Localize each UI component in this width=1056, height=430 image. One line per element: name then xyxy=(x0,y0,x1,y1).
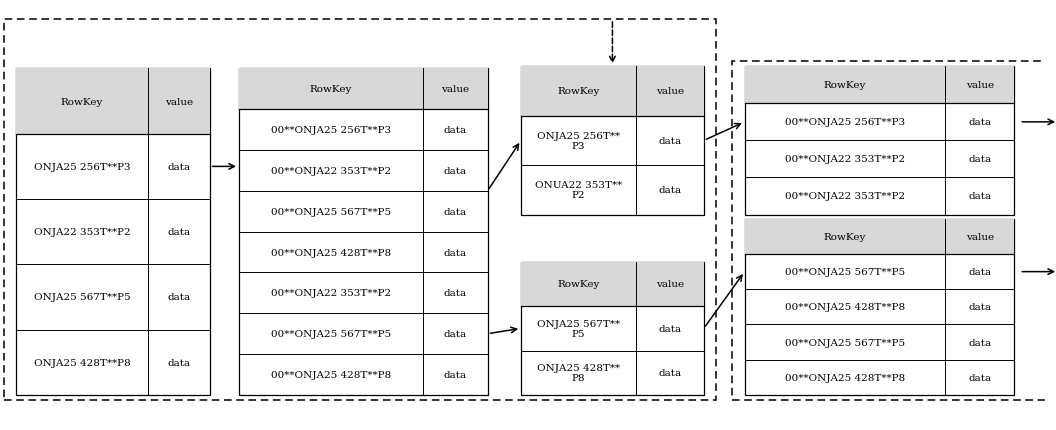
Text: value: value xyxy=(965,81,994,90)
Text: 00**ONJA25 256T**P3: 00**ONJA25 256T**P3 xyxy=(785,118,905,127)
Text: data: data xyxy=(659,137,681,145)
Text: data: data xyxy=(968,192,992,201)
Text: 00**ONJA25 428T**P8: 00**ONJA25 428T**P8 xyxy=(785,303,905,312)
Bar xyxy=(732,62,1053,400)
Text: 00**ONJA22 353T**P2: 00**ONJA22 353T**P2 xyxy=(270,289,391,298)
Text: 00**ONJA25 567T**P5: 00**ONJA25 567T**P5 xyxy=(270,207,391,216)
Text: data: data xyxy=(968,155,992,164)
Text: data: data xyxy=(968,267,992,276)
Text: 00**ONJA25 428T**P8: 00**ONJA25 428T**P8 xyxy=(270,248,391,257)
Text: RowKey: RowKey xyxy=(824,232,866,241)
Text: 00**ONJA22 353T**P2: 00**ONJA22 353T**P2 xyxy=(785,155,905,164)
Bar xyxy=(521,262,704,395)
Text: data: data xyxy=(444,207,467,216)
Text: 00**ONJA25 567T**P5: 00**ONJA25 567T**P5 xyxy=(270,329,391,338)
Text: value: value xyxy=(965,232,994,241)
Text: data: data xyxy=(167,358,190,367)
Bar xyxy=(4,20,716,400)
Text: data: data xyxy=(968,373,992,382)
Text: ONJA25 428T**P8: ONJA25 428T**P8 xyxy=(34,358,130,367)
Text: ONJA25 256T**
P3: ONJA25 256T** P3 xyxy=(538,132,620,151)
Text: 00**ONJA22 353T**P2: 00**ONJA22 353T**P2 xyxy=(270,166,391,175)
Text: value: value xyxy=(656,87,684,96)
Text: ONUA22 353T**
P2: ONUA22 353T** P2 xyxy=(535,181,622,200)
Text: data: data xyxy=(444,329,467,338)
Text: data: data xyxy=(659,369,681,378)
Bar xyxy=(16,69,210,395)
Bar xyxy=(744,67,1014,104)
Text: data: data xyxy=(968,338,992,347)
Text: data: data xyxy=(444,370,467,379)
Text: 00**ONJA22 353T**P2: 00**ONJA22 353T**P2 xyxy=(785,192,905,201)
Text: ONJA25 428T**
P8: ONJA25 428T** P8 xyxy=(538,363,620,383)
Bar xyxy=(744,67,1014,215)
Text: data: data xyxy=(444,166,467,175)
Text: data: data xyxy=(659,324,681,333)
Bar xyxy=(239,69,488,395)
Text: ONJA25 567T**P5: ONJA25 567T**P5 xyxy=(34,293,130,302)
Text: value: value xyxy=(656,280,684,289)
Text: data: data xyxy=(659,186,681,195)
Text: ONJA22 353T**P2: ONJA22 353T**P2 xyxy=(34,227,130,236)
Text: data: data xyxy=(444,126,467,135)
Text: RowKey: RowKey xyxy=(558,87,600,96)
Text: 00**ONJA25 428T**P8: 00**ONJA25 428T**P8 xyxy=(270,370,391,379)
Bar xyxy=(744,219,1014,395)
Text: RowKey: RowKey xyxy=(309,85,352,94)
Text: ONJA25 256T**P3: ONJA25 256T**P3 xyxy=(34,163,130,172)
Bar xyxy=(16,69,210,135)
Text: 00**ONJA25 567T**P5: 00**ONJA25 567T**P5 xyxy=(785,267,905,276)
Text: data: data xyxy=(968,303,992,312)
Text: data: data xyxy=(167,227,190,236)
Text: 00**ONJA25 567T**P5: 00**ONJA25 567T**P5 xyxy=(785,338,905,347)
Bar xyxy=(744,219,1014,255)
Text: value: value xyxy=(165,97,193,106)
Bar xyxy=(239,69,488,110)
Bar xyxy=(521,262,704,307)
Bar xyxy=(521,67,704,117)
Text: data: data xyxy=(444,248,467,257)
Text: data: data xyxy=(444,289,467,298)
Text: 00**ONJA25 428T**P8: 00**ONJA25 428T**P8 xyxy=(785,373,905,382)
Text: data: data xyxy=(167,163,190,172)
Text: data: data xyxy=(968,118,992,127)
Text: value: value xyxy=(441,85,469,94)
Text: RowKey: RowKey xyxy=(558,280,600,289)
Text: ONJA25 567T**
P5: ONJA25 567T** P5 xyxy=(538,319,620,338)
Bar xyxy=(521,67,704,215)
Text: RowKey: RowKey xyxy=(61,97,103,106)
Text: data: data xyxy=(167,293,190,302)
Text: RowKey: RowKey xyxy=(824,81,866,90)
Text: 00**ONJA25 256T**P3: 00**ONJA25 256T**P3 xyxy=(270,126,391,135)
